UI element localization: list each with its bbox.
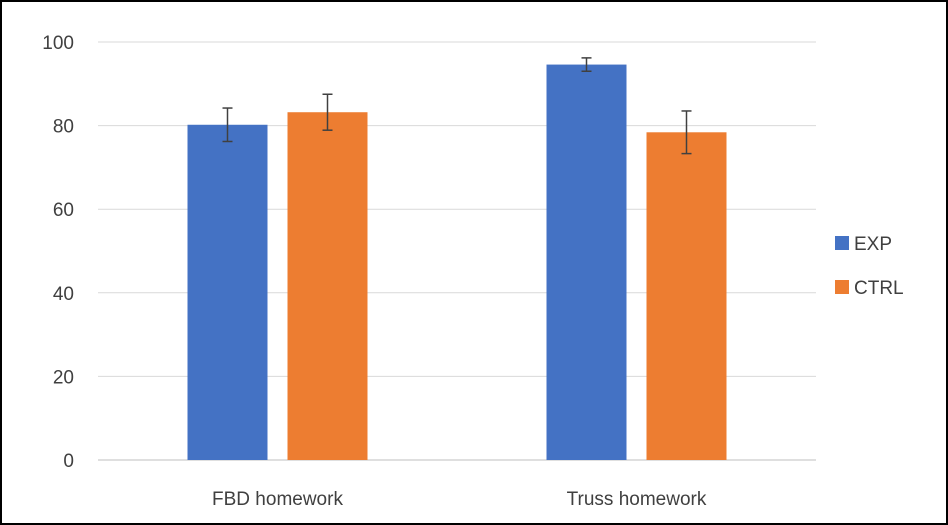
x-axis-labels: FBD homework Truss homework (212, 489, 707, 510)
bar-exp (546, 64, 627, 461)
x-category-label: FBD homework (212, 489, 343, 510)
legend-label-exp: EXP (854, 234, 892, 255)
y-tick-label: 80 (53, 117, 74, 138)
bar-ctrl (287, 112, 368, 460)
error-bars (222, 57, 692, 155)
y-tick-label: 20 (53, 367, 74, 388)
y-tick-label: 40 (53, 284, 74, 305)
bar-exp (187, 124, 268, 460)
legend-label-ctrl: CTRL (854, 278, 904, 299)
y-axis-ticks: 0 20 40 60 80 100 (42, 33, 74, 472)
bars (187, 64, 727, 461)
x-category-label: Truss homework (567, 489, 707, 510)
y-tick-label: 60 (53, 200, 74, 221)
bar-ctrl (646, 132, 727, 460)
legend-swatch-ctrl (835, 280, 849, 294)
y-tick-label: 0 (63, 451, 74, 472)
y-tick-label: 100 (42, 33, 74, 54)
legend: EXP CTRL (835, 234, 904, 299)
legend-swatch-exp (835, 236, 849, 250)
